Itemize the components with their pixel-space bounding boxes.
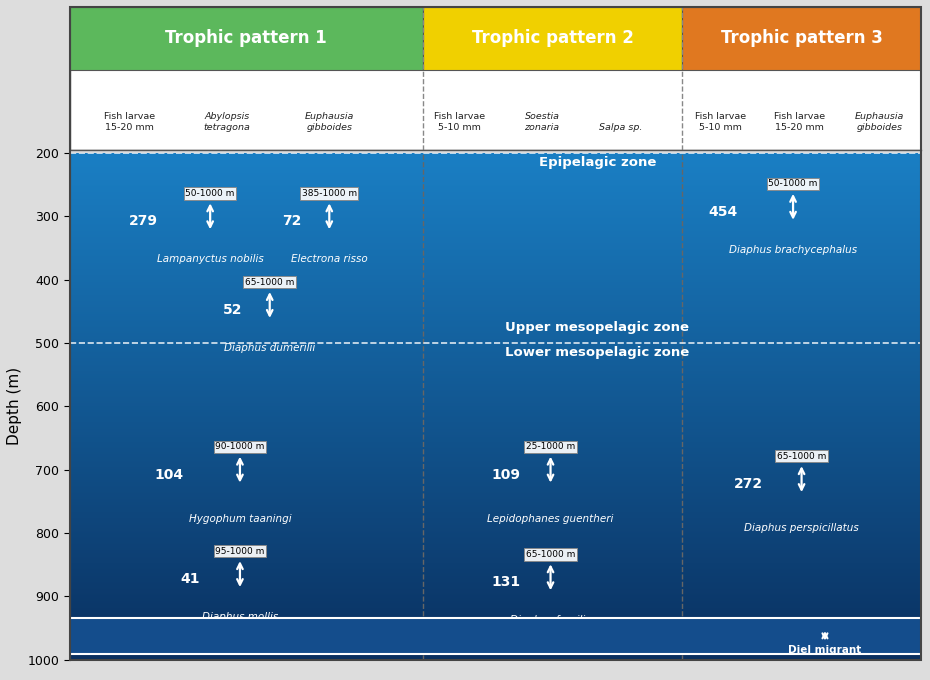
Text: 50-1000 m: 50-1000 m <box>768 180 817 188</box>
Text: Epipelagic zone: Epipelagic zone <box>538 156 656 169</box>
Text: 50-1000 m: 50-1000 m <box>185 189 235 198</box>
Text: Abylopsis
tetragona: Abylopsis tetragona <box>204 112 250 133</box>
Y-axis label: Depth (m): Depth (m) <box>7 367 22 445</box>
Text: 90-1000 m: 90-1000 m <box>215 442 265 452</box>
Text: Diaphus brachycephalus: Diaphus brachycephalus <box>729 245 857 255</box>
Text: 95-1000 m: 95-1000 m <box>215 547 265 556</box>
Text: Fish larvae
5-10 mm: Fish larvae 5-10 mm <box>695 112 746 133</box>
Text: 65-1000 m: 65-1000 m <box>777 452 826 461</box>
FancyBboxPatch shape <box>0 618 930 654</box>
Text: Fish larvae
15-20 mm: Fish larvae 15-20 mm <box>104 112 155 133</box>
Text: 385-1000 m: 385-1000 m <box>301 189 357 198</box>
Text: Diaphus dumerilii: Diaphus dumerilii <box>224 343 315 353</box>
Text: Salpa sp.: Salpa sp. <box>600 124 643 133</box>
Text: Trophic pattern 1: Trophic pattern 1 <box>166 29 327 47</box>
Text: Diaphus fragilis: Diaphus fragilis <box>511 615 591 626</box>
Text: Fish larvae
5-10 mm: Fish larvae 5-10 mm <box>434 112 485 133</box>
Text: 454: 454 <box>708 205 737 219</box>
Text: Diaphus mollis: Diaphus mollis <box>202 612 278 622</box>
Text: Diel migrant: Diel migrant <box>789 645 861 655</box>
Text: Fish larvae
15-20 mm: Fish larvae 15-20 mm <box>775 112 826 133</box>
Text: Euphausia
gibboides: Euphausia gibboides <box>856 112 905 133</box>
Text: Lower mesopelagic zone: Lower mesopelagic zone <box>505 346 689 359</box>
Text: Electrona risso: Electrona risso <box>291 254 367 265</box>
Bar <box>70 7 423 69</box>
Text: 131: 131 <box>491 575 520 590</box>
Text: 65-1000 m: 65-1000 m <box>245 277 295 286</box>
Text: Trophic pattern 2: Trophic pattern 2 <box>472 29 633 47</box>
Text: 52: 52 <box>223 303 243 317</box>
Text: Hygophum taaningi: Hygophum taaningi <box>189 514 291 524</box>
Text: Euphausia
gibboides: Euphausia gibboides <box>305 112 354 133</box>
Text: Upper mesopelagic zone: Upper mesopelagic zone <box>505 321 689 334</box>
Text: Lepidophanes guentheri: Lepidophanes guentheri <box>487 514 614 524</box>
Text: Soestia
zonaria: Soestia zonaria <box>525 112 560 133</box>
Text: Diaphus perspicillatus: Diaphus perspicillatus <box>744 524 859 533</box>
Bar <box>683 7 921 69</box>
Text: Trophic pattern 3: Trophic pattern 3 <box>721 29 883 47</box>
Text: 272: 272 <box>734 477 763 491</box>
Text: 65-1000 m: 65-1000 m <box>525 550 576 559</box>
Text: 25-1000 m: 25-1000 m <box>525 442 575 452</box>
Text: 109: 109 <box>491 468 520 481</box>
Text: 279: 279 <box>129 214 158 228</box>
Text: 41: 41 <box>180 572 200 586</box>
Text: 104: 104 <box>154 468 184 481</box>
Text: Lampanyctus nobilis: Lampanyctus nobilis <box>157 254 263 265</box>
Text: 72: 72 <box>283 214 302 228</box>
Bar <box>423 7 683 69</box>
